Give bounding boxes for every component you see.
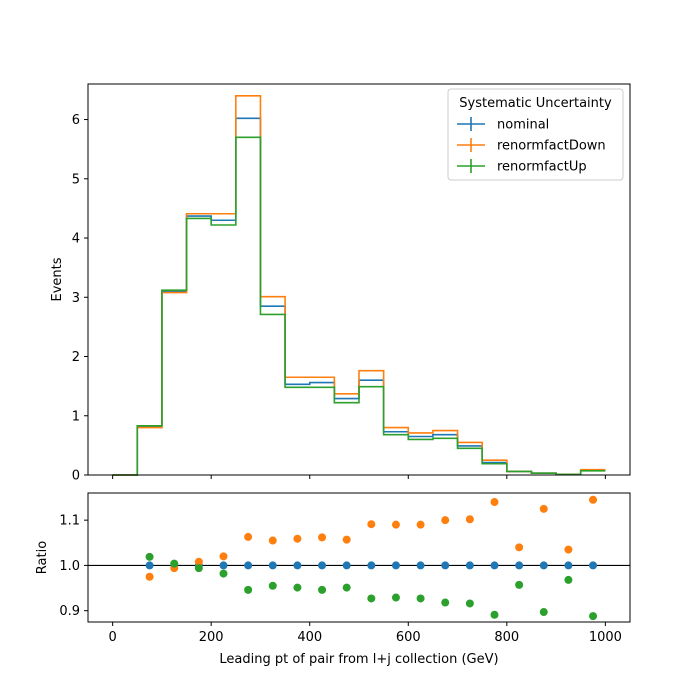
ratio-point-renormfactUp xyxy=(244,585,253,594)
ratio-point-renormfactUp xyxy=(318,585,327,594)
events-panel: 0 1 2 3 4 5 6 Events Systematic Uncertainty no… xyxy=(50,83,631,484)
legend-title: Systematic Uncertainty xyxy=(459,96,612,111)
ratio-point-renormfactUp xyxy=(367,594,376,603)
events-y-tick-label: 4 xyxy=(72,232,80,247)
ratio-point-nominal xyxy=(145,561,154,570)
events-y-tick-label: 2 xyxy=(72,350,80,365)
ratio-point-nominal xyxy=(490,561,499,570)
ratio-point-renormfactUp xyxy=(465,599,474,608)
ratio-point-nominal xyxy=(367,561,376,570)
ratio-point-renormfactDown xyxy=(416,520,425,529)
legend-entries: nominal renormfactDown renormfactUp xyxy=(457,117,606,175)
events-y-tick-label: 1 xyxy=(72,409,80,424)
ratio-point-renormfactUp xyxy=(564,575,573,584)
ratio-point-renormfactUp xyxy=(539,608,548,617)
ratio-x-tick-label: 800 xyxy=(494,630,519,645)
ratio-panel: 0 200 400 600 800 1000 0.9 1.0 1.1 Ratio Leadin… xyxy=(35,492,631,667)
legend-label: renormfactDown xyxy=(497,139,606,154)
ratio-point-renormfactDown xyxy=(342,535,351,544)
ratio-series-group xyxy=(145,495,598,621)
ratio-point-nominal xyxy=(416,561,425,570)
ratio-point-renormfactDown xyxy=(318,533,327,542)
ratio-point-nominal xyxy=(515,561,524,570)
ratio-point-renormfactUp xyxy=(170,559,179,568)
legend-entry-renormfactDown: renormfactDown xyxy=(457,138,606,154)
ratio-point-renormfactUp xyxy=(268,581,277,590)
ratio-x-axis-label: Leading pt of pair from l+j collection (… xyxy=(219,652,498,667)
events-y-ticks: 0 1 2 3 4 5 6 xyxy=(72,113,88,484)
ratio-point-renormfactDown xyxy=(515,543,524,552)
ratio-point-nominal xyxy=(441,561,450,570)
ratio-point-renormfactDown xyxy=(490,498,499,507)
ratio-point-renormfactUp xyxy=(293,583,302,592)
ratio-point-renormfactDown xyxy=(367,520,376,529)
ratio-point-renormfactDown xyxy=(219,552,228,561)
ratio-point-nominal xyxy=(244,561,253,570)
ratio-point-renormfactDown xyxy=(564,545,573,554)
legend: Systematic Uncertainty nominal renormfact… xyxy=(447,88,624,181)
ratio-point-renormfactUp xyxy=(391,593,400,602)
events-y-axis-label: Events xyxy=(50,257,65,301)
legend-entry-renormfactUp: renormfactUp xyxy=(457,159,587,175)
ratio-y-tick-label: 1.1 xyxy=(59,514,80,529)
ratio-point-renormfactUp xyxy=(416,594,425,603)
ratio-point-renormfactUp xyxy=(515,580,524,589)
ratio-point-nominal xyxy=(391,561,400,570)
ratio-point-nominal xyxy=(268,561,277,570)
ratio-point-renormfactDown xyxy=(589,495,598,504)
ratio-point-nominal xyxy=(293,561,302,570)
ratio-x-tick-label: 400 xyxy=(297,630,322,645)
ratio-point-nominal xyxy=(589,561,598,570)
ratio-point-renormfactUp xyxy=(342,583,351,592)
ratio-point-renormfactUp xyxy=(589,612,598,621)
ratio-point-renormfactUp xyxy=(490,610,499,619)
ratio-y-tick-label: 1.0 xyxy=(59,559,80,574)
ratio-point-nominal xyxy=(219,561,228,570)
ratio-point-renormfactDown xyxy=(145,572,154,581)
ratio-point-nominal xyxy=(318,561,327,570)
ratio-point-nominal xyxy=(539,561,548,570)
ratio-point-renormfactUp xyxy=(219,569,228,578)
ratio-point-renormfactDown xyxy=(293,534,302,543)
events-y-tick-label: 3 xyxy=(72,291,80,306)
legend-entry-nominal: nominal xyxy=(457,117,549,133)
ratio-point-renormfactDown xyxy=(244,532,253,541)
ratio-point-nominal xyxy=(465,561,474,570)
legend-box xyxy=(447,88,624,181)
ratio-point-nominal xyxy=(342,561,351,570)
events-axes-frame xyxy=(87,83,631,476)
ratio-point-nominal xyxy=(564,561,573,570)
ratio-y-axis-label: Ratio xyxy=(35,541,50,574)
ratio-point-renormfactDown xyxy=(194,557,203,566)
ratio-point-renormfactUp xyxy=(145,552,154,561)
ratio-x-tick-label: 0 xyxy=(108,630,116,645)
ratio-y-tick-label: 0.9 xyxy=(59,604,80,619)
legend-label: nominal xyxy=(497,118,549,133)
ratio-x-tick-label: 600 xyxy=(396,630,421,645)
events-line-renormfactUp xyxy=(112,136,606,476)
ratio-point-renormfactDown xyxy=(539,504,548,513)
ratio-point-renormfactUp xyxy=(441,598,450,607)
legend-label: renormfactUp xyxy=(497,160,587,175)
ratio-point-renormfactDown xyxy=(441,516,450,525)
ratio-point-renormfactDown xyxy=(465,515,474,524)
ratio-x-tick-label: 1000 xyxy=(589,630,622,645)
ratio-x-tick-label: 200 xyxy=(199,630,224,645)
events-y-tick-label: 5 xyxy=(72,172,80,187)
ratio-point-renormfactUp xyxy=(194,564,203,573)
events-series-group xyxy=(112,95,606,476)
ratio-axes-frame xyxy=(87,492,631,623)
events-y-tick-label: 0 xyxy=(72,469,80,484)
events-x-ticks xyxy=(112,475,606,479)
events-y-tick-label: 6 xyxy=(72,113,80,128)
ratio-point-renormfactDown xyxy=(391,520,400,529)
ratio-point-renormfactDown xyxy=(268,536,277,545)
ratio-x-ticks: 0 200 400 600 800 1000 xyxy=(108,622,622,645)
ratio-y-ticks: 0.9 1.0 1.1 xyxy=(59,514,88,619)
